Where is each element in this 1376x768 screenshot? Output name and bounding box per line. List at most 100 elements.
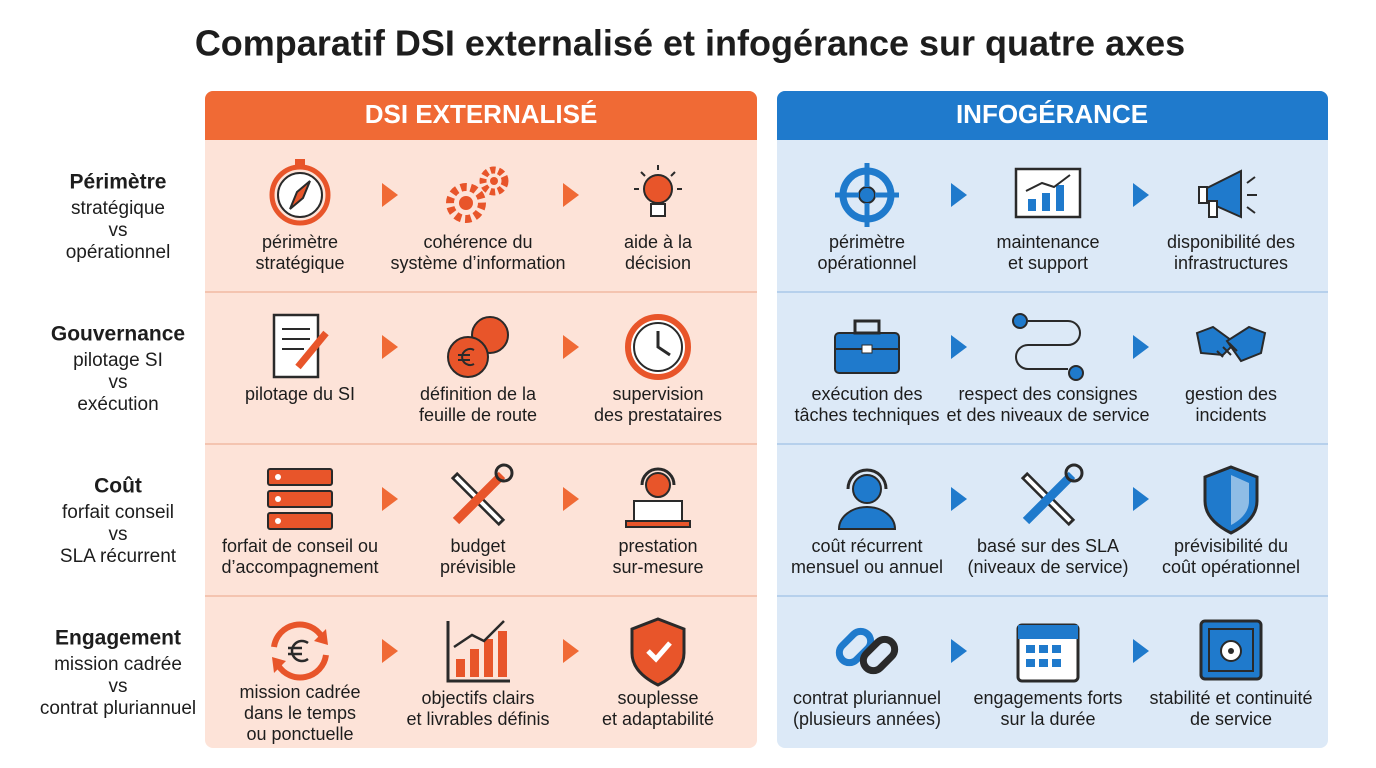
icon-part <box>456 659 465 677</box>
icon <box>1198 169 1257 219</box>
item-label: pilotage du SI <box>245 384 355 404</box>
item-label: coût récurrent <box>811 536 922 556</box>
item-label: de service <box>1190 709 1272 729</box>
arrow <box>563 335 579 359</box>
column-title: INFOGÉRANCE <box>956 99 1148 129</box>
axis-name: Engagement <box>55 627 181 650</box>
icon <box>834 319 900 374</box>
icon-part <box>1042 193 1050 211</box>
icon-part <box>1012 313 1028 329</box>
icon-part <box>835 163 899 227</box>
icon-part <box>275 654 329 681</box>
icon <box>271 621 329 681</box>
icon-part <box>1052 645 1061 653</box>
axis-comparison: contrat pluriannuel <box>40 698 196 719</box>
item-label: sur la durée <box>1000 709 1095 729</box>
icon-part <box>645 472 671 498</box>
arrow <box>951 183 967 207</box>
item-label: des prestataires <box>594 405 722 425</box>
icon-part <box>670 171 676 177</box>
icon-part <box>447 336 489 378</box>
axis-name: Coût <box>94 475 142 498</box>
arrow <box>382 335 398 359</box>
item-label: ou ponctuelle <box>246 724 353 744</box>
icon-part <box>1026 645 1035 653</box>
icon-part <box>1026 659 1035 667</box>
item-label: prestation <box>618 536 697 556</box>
icon-part <box>1208 200 1218 218</box>
item-label: stabilité et continuité <box>1149 688 1312 708</box>
item-label: incidents <box>1195 405 1266 425</box>
icon-part <box>858 186 876 204</box>
header-left <box>205 91 757 140</box>
arrow <box>951 487 967 511</box>
header-right <box>777 91 1328 140</box>
icon-part <box>1015 320 1081 370</box>
icon-part <box>458 348 475 366</box>
arrow <box>563 639 579 663</box>
item-label: basé sur des SLA <box>977 536 1119 556</box>
item-label: feuille de route <box>419 405 537 425</box>
icon-part <box>1216 342 1238 358</box>
icon <box>1012 313 1084 381</box>
icon <box>625 314 691 380</box>
icon-part <box>314 629 328 645</box>
item-label: et des niveaux de service <box>946 405 1149 425</box>
icon-part <box>446 621 510 683</box>
axis-comparison: opérationnel <box>66 242 171 263</box>
icon-part <box>633 322 683 372</box>
item-label: périmètre <box>829 232 905 252</box>
item-label: prévisibilité du <box>1174 536 1288 556</box>
item-label: et support <box>1008 253 1088 273</box>
item-label: gestion des <box>1185 384 1277 404</box>
icon-part <box>837 506 897 530</box>
item-label: et livrables définis <box>406 709 549 729</box>
icon-part <box>643 174 673 204</box>
icon-part <box>1039 659 1048 667</box>
item-label: d’accompagnement <box>221 557 378 577</box>
icon-part <box>275 518 281 524</box>
icon-part <box>498 631 507 677</box>
icon-part <box>1246 206 1256 214</box>
item-label: (niveaux de service) <box>967 557 1128 577</box>
arrow <box>1133 335 1149 359</box>
icon-part <box>1056 185 1064 211</box>
item-label: périmètre <box>262 232 338 252</box>
column-title: DSI EXTERNALISÉ <box>365 99 598 129</box>
item-label: maintenance <box>996 232 1099 252</box>
item-label: aide à la <box>624 232 693 252</box>
item-label: supervision <box>612 384 703 404</box>
icon <box>446 166 509 223</box>
icon-part <box>646 641 672 663</box>
icon-part <box>479 166 509 196</box>
icon-part <box>470 649 479 677</box>
arrow <box>382 639 398 663</box>
item-label: définition de la <box>420 384 537 404</box>
icon <box>447 316 509 378</box>
icon <box>837 468 897 530</box>
item-label: cohérence du <box>423 232 532 252</box>
arrow <box>951 639 967 663</box>
icon-part <box>1052 659 1061 667</box>
icon-part <box>1208 628 1254 672</box>
icon <box>634 165 682 217</box>
icon <box>1020 463 1084 527</box>
icon-part <box>490 177 498 185</box>
item-label: stratégique <box>255 253 344 273</box>
icon-part <box>859 635 899 675</box>
icon-part <box>452 471 506 525</box>
icon <box>1195 325 1267 363</box>
icon <box>267 468 333 530</box>
icon <box>835 627 899 675</box>
icon <box>630 617 686 687</box>
icon-part <box>1198 186 1208 204</box>
arrow <box>382 183 398 207</box>
arrow <box>1133 183 1149 207</box>
icon <box>1014 167 1082 219</box>
item-label: budget <box>450 536 505 556</box>
axis-comparison: stratégique <box>71 198 165 219</box>
icon <box>450 463 514 527</box>
icon-part <box>861 344 873 354</box>
icon-part <box>295 330 329 370</box>
